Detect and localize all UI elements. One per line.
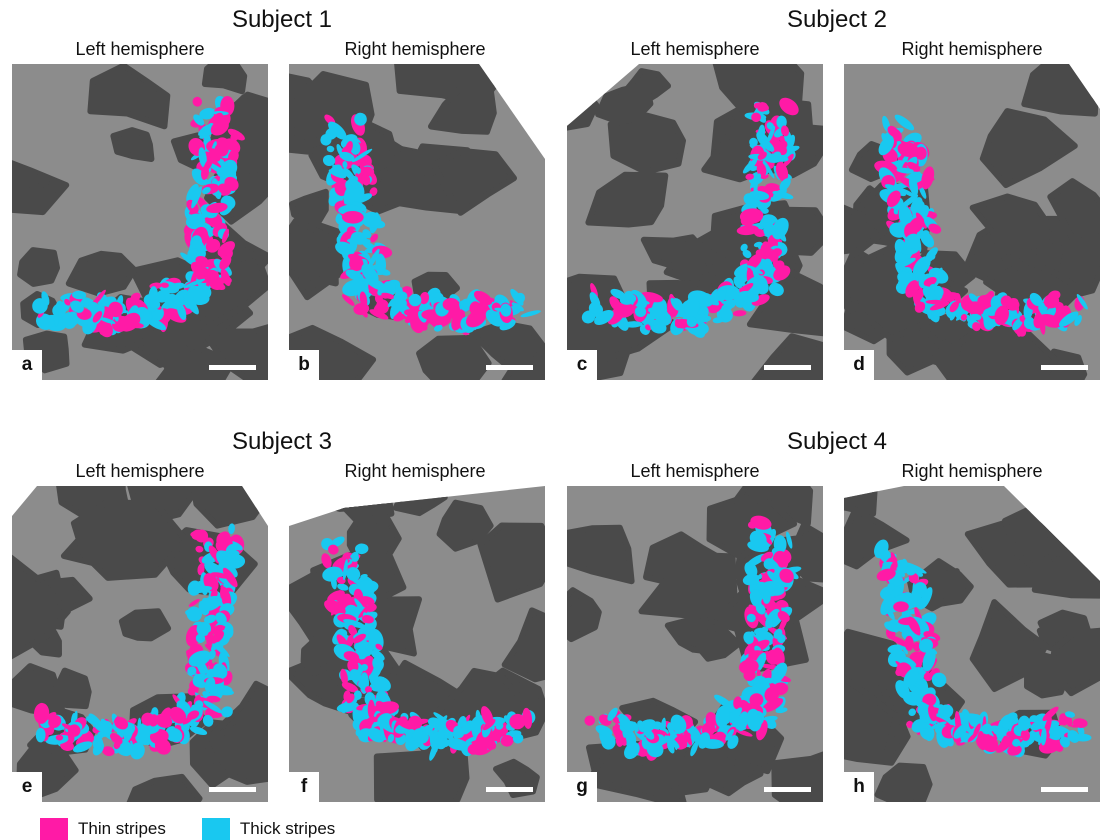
sulcus-region (320, 486, 357, 509)
scale-bar (209, 365, 256, 370)
cortex-map (844, 486, 1100, 802)
subject-3-title: Subject 3 (82, 428, 482, 456)
sulcus-region (1027, 654, 1066, 695)
sulcus-region (113, 130, 151, 159)
panel-d: d (844, 64, 1100, 380)
cortex-map (12, 64, 268, 380)
cortex-map (567, 64, 823, 380)
legend-item-thin: Thin stripes (40, 818, 166, 840)
sulcus-region (205, 64, 244, 91)
scale-bar (764, 787, 811, 792)
hemisphere-label-left: Left hemisphere (567, 461, 823, 482)
hemisphere-label-right: Right hemisphere (287, 461, 543, 482)
thin-stripe-patch (1047, 315, 1054, 321)
sulcus-region (20, 250, 57, 284)
scale-bar (1041, 365, 1088, 370)
sulcus-region (304, 640, 334, 674)
sulcus-region (122, 611, 168, 638)
panel-letter: c (567, 350, 597, 380)
hemisphere-label-left: Left hemisphere (12, 461, 268, 482)
sulcus-region (389, 152, 434, 181)
cortex-map (289, 64, 545, 380)
thin-stripes-swatch (40, 818, 68, 840)
sulcus-region (774, 486, 808, 512)
panel-letter: f (289, 772, 319, 802)
legend-item-thick: Thick stripes (202, 818, 335, 840)
sulcus-region (1024, 64, 1095, 114)
hemisphere-label-left: Left hemisphere (12, 39, 268, 60)
scale-bar (209, 787, 256, 792)
panel-letter: d (844, 350, 874, 380)
panel-g: g (567, 486, 823, 802)
hemisphere-label-left: Left hemisphere (567, 39, 823, 60)
cortex-map (844, 64, 1100, 380)
hemisphere-label-right: Right hemisphere (844, 461, 1100, 482)
legend-label-thick: Thick stripes (240, 819, 335, 839)
panel-letter: h (844, 772, 874, 802)
cortex-map (12, 486, 268, 802)
cortex-map (289, 486, 545, 802)
panel-a: a (12, 64, 268, 380)
cortex-map (567, 486, 823, 802)
scale-bar (486, 365, 533, 370)
hemisphere-label-right: Right hemisphere (287, 39, 543, 60)
panel-f: f (289, 486, 545, 802)
thick-stripes-swatch (202, 818, 230, 840)
hemisphere-label-right: Right hemisphere (844, 39, 1100, 60)
sulcus-region (69, 254, 135, 294)
legend: Thin stripes Thick stripes (40, 818, 371, 840)
panel-letter: g (567, 772, 597, 802)
sulcus-region (419, 338, 489, 380)
panel-letter: a (12, 350, 42, 380)
panel-letter: e (12, 772, 42, 802)
panel-h: h (844, 486, 1100, 802)
subject-4-title: Subject 4 (637, 428, 1037, 456)
scale-bar (1041, 787, 1088, 792)
panel-b: b (289, 64, 545, 380)
scale-bar (486, 787, 533, 792)
subject-2-title: Subject 2 (637, 6, 1037, 34)
legend-label-thin: Thin stripes (78, 819, 166, 839)
panel-c: c (567, 64, 823, 380)
scale-bar (764, 365, 811, 370)
panel-letter: b (289, 350, 319, 380)
sulcus-region (1044, 505, 1100, 561)
subject-1-title: Subject 1 (82, 6, 482, 34)
panel-e: e (12, 486, 268, 802)
sulcus-region (793, 525, 823, 580)
